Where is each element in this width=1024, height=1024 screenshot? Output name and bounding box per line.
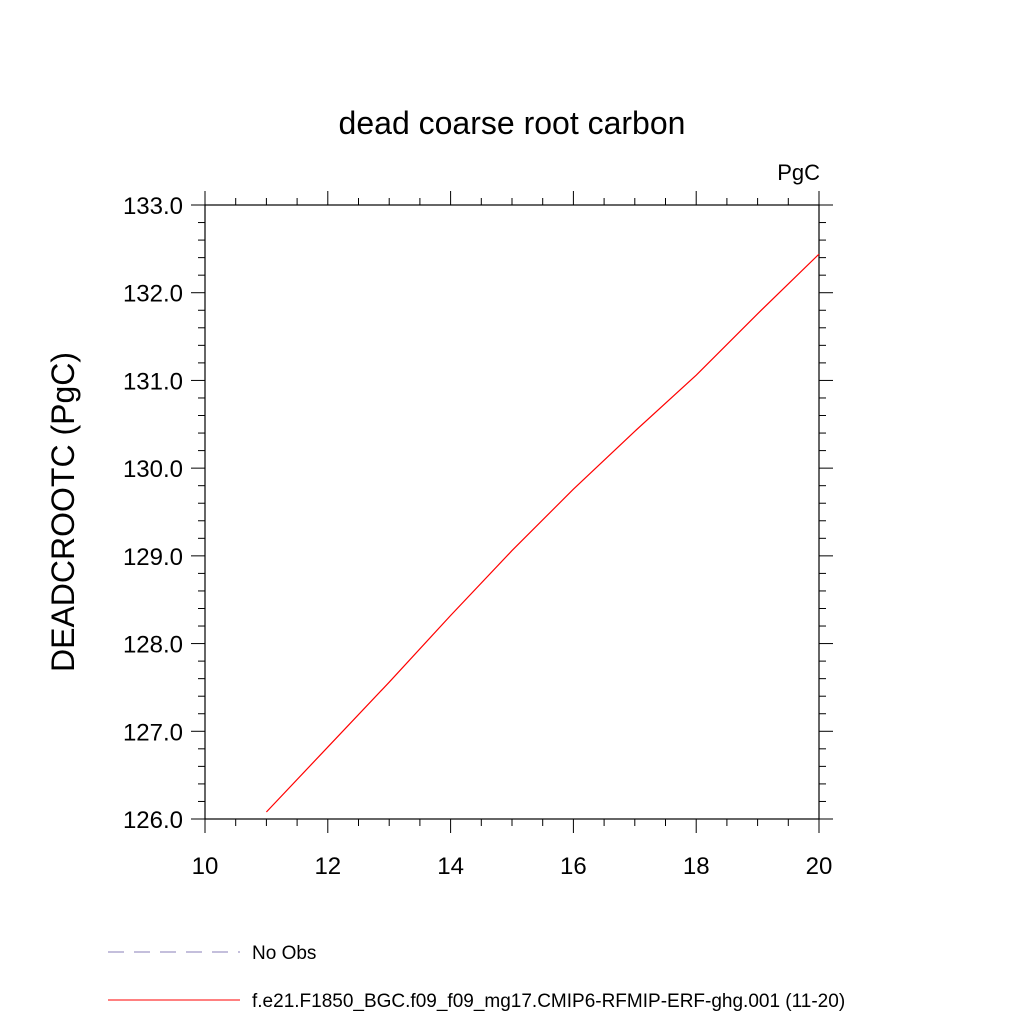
y-tick-label: 128.0 [123,632,183,659]
x-tick-label: 20 [806,853,833,880]
y-tick-label: 132.0 [123,281,183,308]
x-tick-label: 14 [437,853,464,880]
x-tick-label: 16 [560,853,587,880]
legend-label-1: No Obs [252,943,316,964]
y-tick-label: 127.0 [123,719,183,746]
series-layer [265,253,820,813]
y-tick-label: 133.0 [123,193,183,220]
plot-frame [204,204,820,820]
legend: No Obs f.e21.F1850_BGC.f09_f09_mg17.CMIP6… [108,943,845,1012]
axes: 10 12 14 16 18 20 126.0 127.0 128.0 129.0 130.0 131… [123,191,833,880]
y-tick-label: 129.0 [123,544,183,571]
legend-label-2: f.e21.F1850_BGC.f09_f09_mg17.CMIP6-RFMIP… [252,991,845,1012]
y-tick-label: 130.0 [123,456,183,483]
y-tick-label: 126.0 [123,807,183,834]
y-axis-label: DEADCROOTC (PgC) [45,352,81,672]
units-label: PgC [777,160,820,185]
chart-title: dead coarse root carbon [339,105,686,141]
x-tick-label: 12 [314,853,341,880]
y-tick-label: 131.0 [123,368,183,395]
x-tick-label: 10 [192,853,219,880]
x-tick-label: 18 [683,853,710,880]
series-line [265,253,820,813]
